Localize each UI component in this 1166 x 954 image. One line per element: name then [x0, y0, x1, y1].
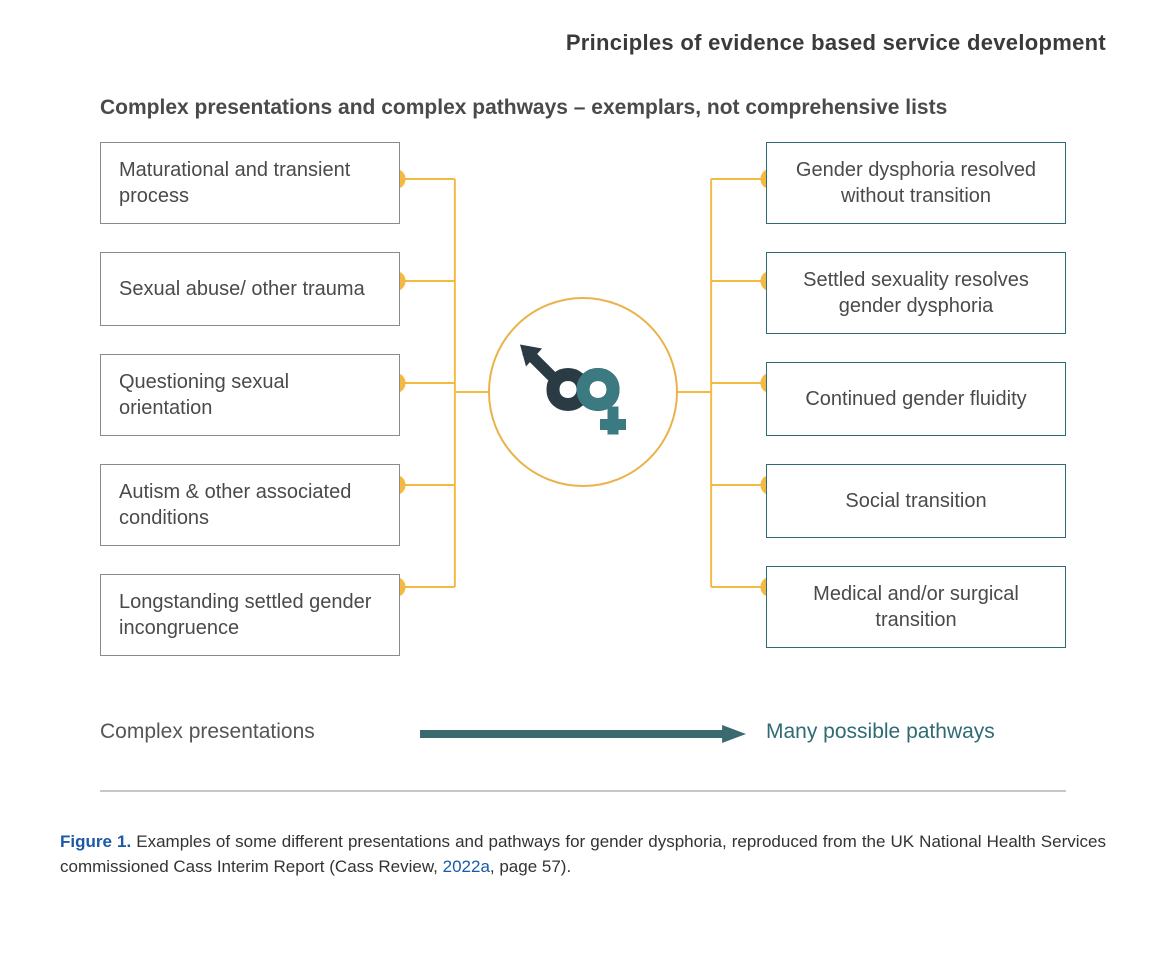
footer-arrow	[420, 725, 746, 739]
pathway-box: Continued gender fluidity	[766, 362, 1066, 436]
right-column: Gender dysphoria resolved without transi…	[766, 142, 1066, 648]
pathway-box: Gender dysphoria resolved without transi…	[766, 142, 1066, 224]
footer-right-label: Many possible pathways	[766, 720, 1066, 744]
footer-left-label: Complex presentations	[100, 720, 400, 744]
diagram: Maturational and transient process Sexual…	[60, 142, 1106, 802]
left-column: Maturational and transient process Sexual…	[100, 142, 400, 656]
page-header: Principles of evidence based service dev…	[60, 30, 1106, 56]
gender-infinity-icon	[508, 330, 658, 455]
footer-labels: Complex presentations Many possible path…	[100, 720, 1066, 744]
presentation-box: Sexual abuse/ other trauma	[100, 252, 400, 326]
diagram-title: Complex presentations and complex pathwa…	[60, 96, 1106, 120]
pathway-box: Social transition	[766, 464, 1066, 538]
caption-text-before: Examples of some different presentations…	[60, 832, 1106, 876]
bottom-rule	[100, 790, 1066, 792]
presentation-box: Autism & other associated conditions	[100, 464, 400, 546]
pathway-box: Settled sexuality resolves gender dyspho…	[766, 252, 1066, 334]
citation-link[interactable]: 2022a	[443, 857, 490, 876]
figure-caption: Figure 1. Examples of some different pre…	[60, 830, 1106, 879]
pathway-box: Medical and/or surgical transition	[766, 566, 1066, 648]
center-icon	[488, 297, 678, 487]
presentation-box: Longstanding settled gender incongruence	[100, 574, 400, 656]
figure-label: Figure 1.	[60, 832, 131, 851]
caption-text-after: , page 57).	[490, 857, 571, 876]
presentation-box: Maturational and transient process	[100, 142, 400, 224]
presentation-box: Questioning sexual orientation	[100, 354, 400, 436]
